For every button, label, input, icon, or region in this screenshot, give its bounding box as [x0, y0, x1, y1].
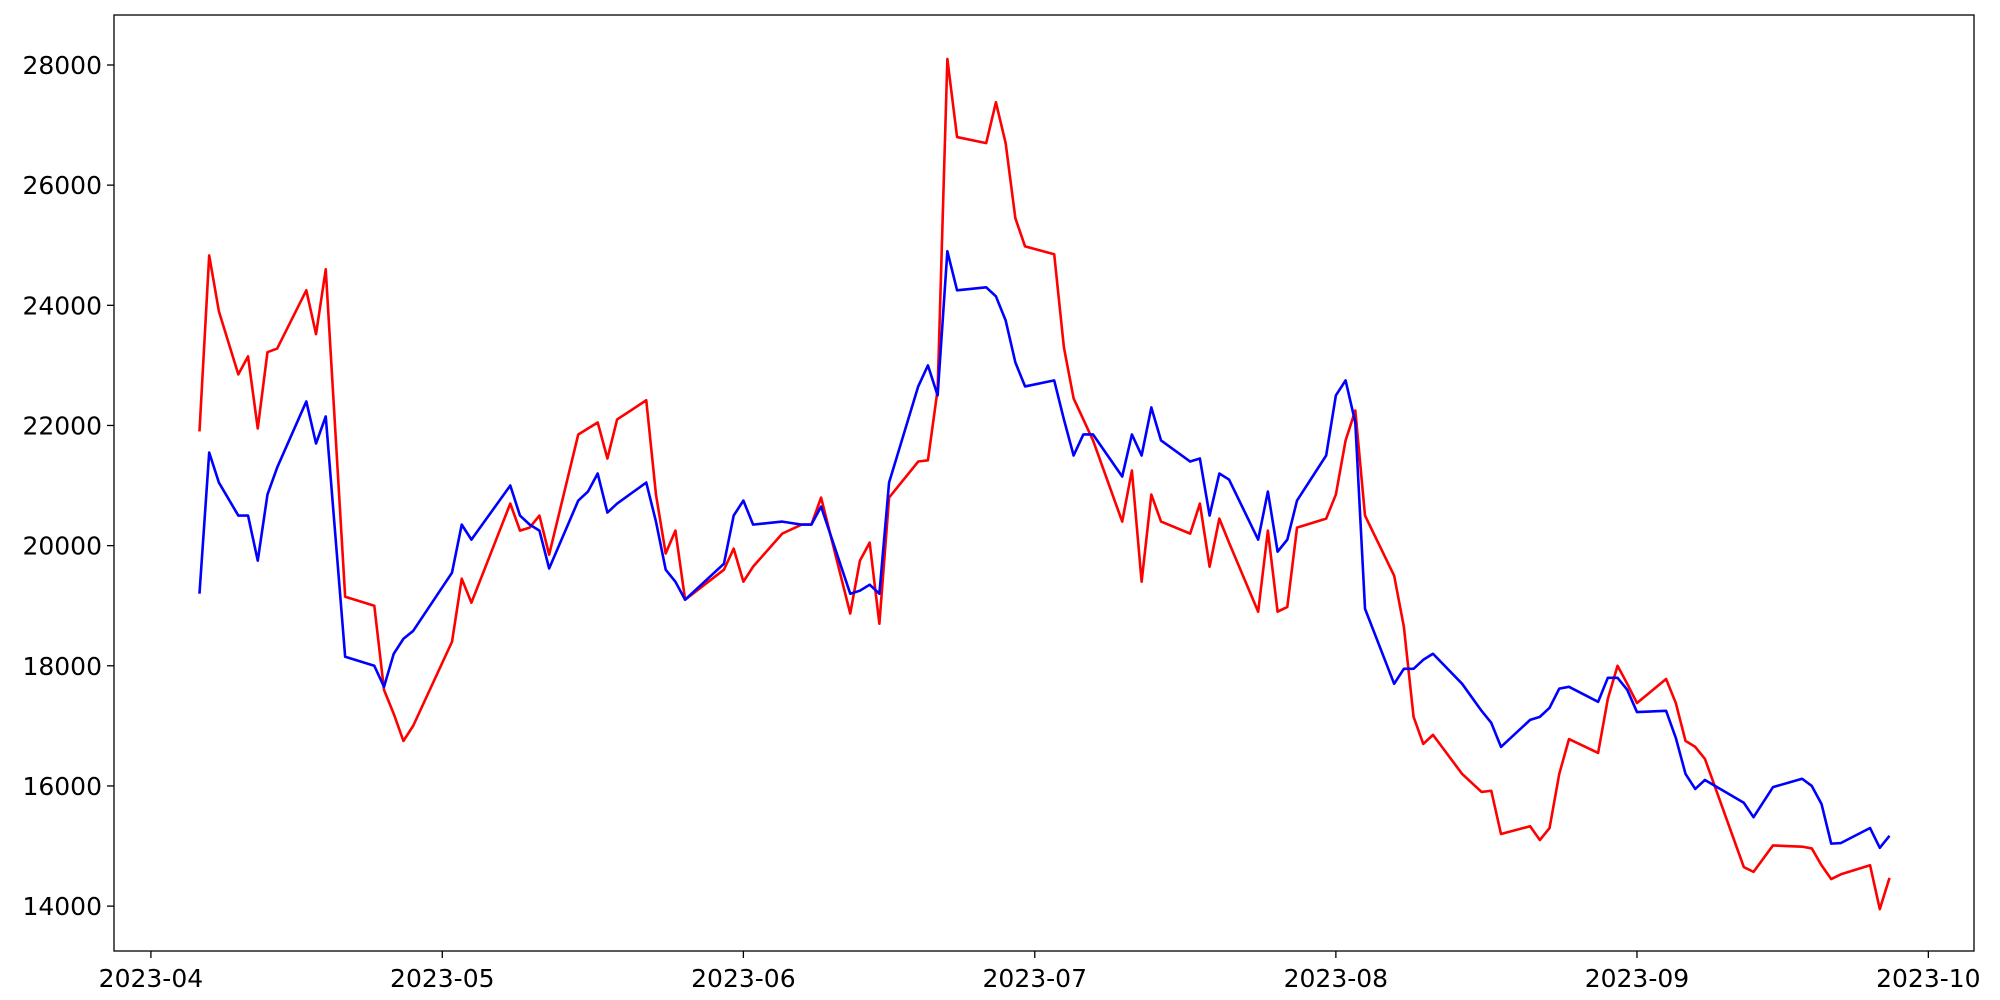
- x-tick-label: 2023-06: [691, 964, 795, 993]
- series-line: [198, 57, 1891, 911]
- series-line: [198, 249, 1891, 850]
- y-tick-label: 16000: [22, 772, 102, 801]
- x-tick-label: 2023-09: [1585, 964, 1689, 993]
- y-tick-label: 20000: [22, 532, 102, 561]
- y-tick-label: 14000: [22, 892, 102, 921]
- plot-frame: [113, 14, 1975, 952]
- x-tick-label: 2023-04: [99, 964, 203, 993]
- x-tick-label: 2023-10: [1876, 964, 1980, 993]
- y-tick-label: 26000: [22, 171, 102, 200]
- y-tick-label: 18000: [22, 652, 102, 681]
- y-tick-label: 22000: [22, 411, 102, 440]
- x-tick-label: 2023-05: [390, 964, 494, 993]
- y-tick-label: 28000: [22, 51, 102, 80]
- y-tick-label: 24000: [22, 291, 102, 320]
- x-tick-label: 2023-08: [1284, 964, 1388, 993]
- x-tick-label: 2023-07: [983, 964, 1087, 993]
